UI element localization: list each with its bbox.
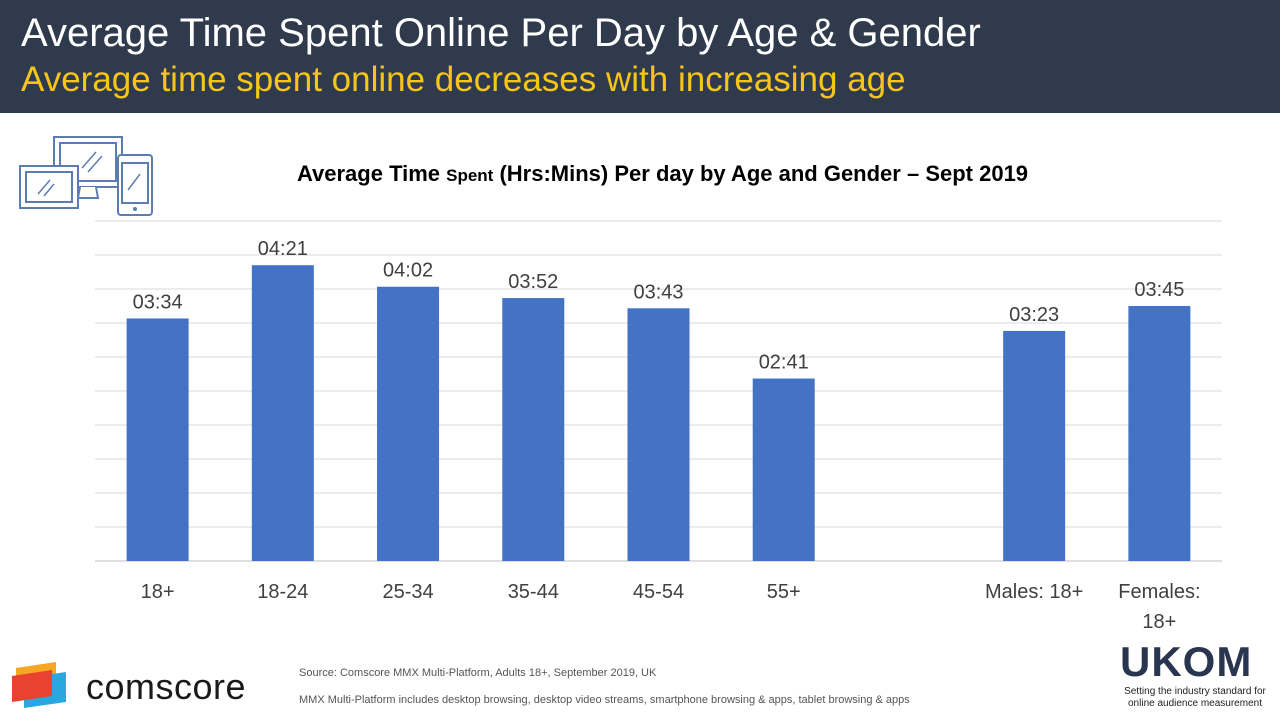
bar [1128,306,1191,561]
x-tick-label: 25-34 [382,581,433,603]
x-tick-label: 18-24 [257,581,308,603]
data-label: 04:02 [383,260,433,282]
data-label: 03:23 [1009,304,1059,326]
x-tick-label: 18+ [1142,611,1176,633]
page-subtitle: Average time spent online decreases with… [21,60,906,99]
x-tick-label: 55+ [767,581,801,603]
comscore-wordmark: comscore [86,666,247,707]
chart-title-part2: Spent [446,166,494,185]
bar [627,308,690,561]
data-label: 03:34 [133,291,183,313]
bar [126,318,189,561]
data-label: 02:41 [759,352,809,374]
chart-title-part1: Average Time [296,161,447,186]
data-label: 04:21 [258,238,308,260]
devices-icon [19,136,153,216]
ukom-tagline: Setting the industry standard for online… [1124,686,1266,709]
source-note: Source: Comscore MMX Multi-Platform, Adu… [299,667,657,679]
x-tick-label: 45-54 [633,581,684,603]
ukom-logo: UKOM [1120,638,1253,685]
bar [752,378,815,561]
x-tick-label: 18+ [141,581,175,603]
bar-chart: 03:34 18+ 04:21 18-24 04:02 25-34 03:52 35-44 03… [95,220,1222,633]
x-tick-label: Females: [1118,581,1200,603]
page-title: Average Time Spent Online Per Day by Age… [21,11,981,55]
bar [1003,330,1066,561]
x-tick-label: Males: 18+ [985,581,1083,603]
comscore-logo-icon [12,662,66,708]
x-tick-label: 35-44 [508,581,559,603]
header-banner: Average Time Spent Online Per Day by Age… [0,0,1280,113]
data-label: 03:52 [508,271,558,293]
chart-title-part3: (Hrs:Mins) Per day by Age and Gender – S… [493,161,1029,186]
bar [377,286,440,561]
bar [251,265,314,561]
data-label: 03:45 [1134,279,1184,301]
methodology-note: MMX Multi-Platform includes desktop brow… [299,694,910,706]
bar [502,298,565,561]
data-label: 03:43 [633,281,683,303]
chart-title: Average Time Spent (Hrs:Mins) Per day by… [0,161,1280,187]
